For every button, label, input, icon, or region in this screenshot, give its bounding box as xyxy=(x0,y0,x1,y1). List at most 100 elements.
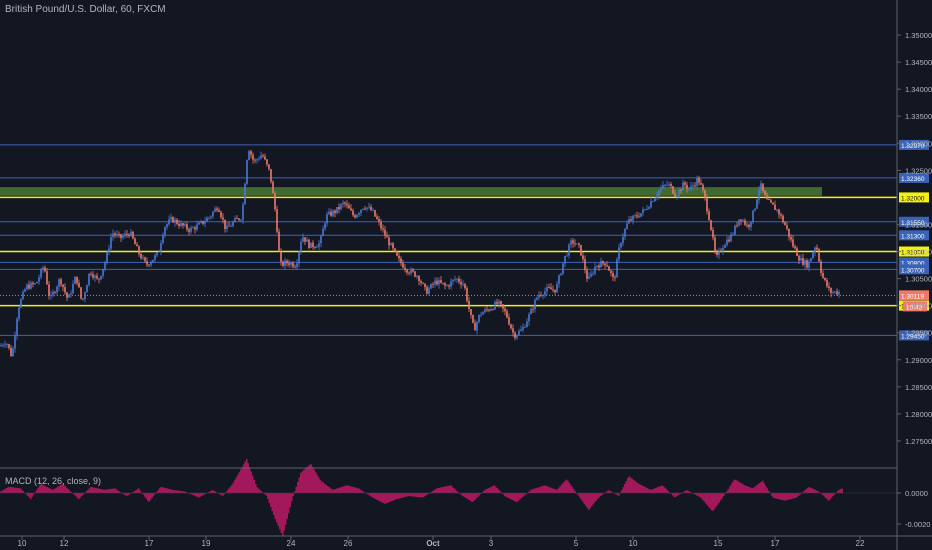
candle-body xyxy=(182,223,184,226)
macd-bar xyxy=(139,490,141,493)
macd-bar xyxy=(387,493,389,503)
macd-bar xyxy=(838,489,840,493)
candle-body xyxy=(766,195,768,200)
candle-body xyxy=(324,223,326,229)
macd-bar xyxy=(240,469,242,493)
macd-bar xyxy=(228,488,230,493)
candle-body xyxy=(270,169,272,182)
macd-bar xyxy=(208,491,210,493)
candle-body xyxy=(604,263,606,266)
macd-bar xyxy=(214,491,216,493)
macd-bar xyxy=(795,493,797,498)
candle-body xyxy=(520,329,522,332)
macd-bar xyxy=(385,493,387,504)
macd-bar xyxy=(687,490,689,493)
macd-bar xyxy=(4,488,6,493)
macd-bar xyxy=(102,489,104,493)
level-label-bg xyxy=(899,257,929,268)
macd-bar xyxy=(675,493,677,498)
candle-body xyxy=(290,262,292,265)
macd-bar xyxy=(672,493,674,496)
candle-body xyxy=(268,164,270,170)
candle-body xyxy=(148,264,150,266)
candle-body xyxy=(480,314,482,316)
macd-bar xyxy=(682,492,684,493)
macd-bar xyxy=(280,493,282,533)
macd-bar xyxy=(195,493,197,497)
candle-body xyxy=(700,182,702,185)
macd-bar xyxy=(76,493,78,498)
macd-bar xyxy=(346,485,348,493)
candle-body xyxy=(498,301,500,304)
macd-bar xyxy=(520,493,522,499)
candle-body xyxy=(640,213,642,217)
macd-bar xyxy=(585,493,587,506)
candle-body xyxy=(178,223,180,227)
macd-bar xyxy=(415,493,417,497)
macd-bar xyxy=(166,488,168,493)
time-tick-label: 19 xyxy=(202,539,211,548)
macd-bar xyxy=(85,491,87,493)
macd-bar xyxy=(475,493,477,499)
candle-body xyxy=(616,259,618,278)
candle-body xyxy=(472,315,474,323)
macd-bar xyxy=(192,493,194,495)
macd-bar xyxy=(781,493,783,501)
level-label: 1.30800 xyxy=(901,260,925,267)
macd-bar xyxy=(666,489,668,493)
candle-body xyxy=(236,218,238,219)
candle-body xyxy=(218,210,220,212)
macd-bar xyxy=(351,486,353,493)
candle-body xyxy=(810,258,812,262)
candle-body xyxy=(228,225,230,227)
macd-bar xyxy=(331,489,333,493)
macd-bar xyxy=(484,489,486,493)
macd-bar xyxy=(472,493,474,502)
candle-body xyxy=(662,185,664,189)
macd-bar xyxy=(772,493,774,498)
macd-bar xyxy=(97,488,99,493)
candle-body xyxy=(668,183,670,185)
macd-bar xyxy=(813,489,815,493)
macd-bar xyxy=(319,479,321,493)
candle-body xyxy=(426,287,428,294)
candle-body xyxy=(336,207,338,214)
candle-body xyxy=(612,273,614,277)
candle-body xyxy=(484,309,486,313)
macd-bar xyxy=(717,493,719,505)
macd-bar xyxy=(313,469,315,493)
time-tick-label: 15 xyxy=(714,539,723,548)
candle-body xyxy=(566,255,568,257)
macd-bar xyxy=(535,488,537,493)
macd-bar xyxy=(66,487,68,493)
candle-body xyxy=(692,185,694,187)
macd-bar xyxy=(511,493,513,500)
macd-bar xyxy=(558,487,560,493)
macd-bar xyxy=(157,490,159,493)
macd-bar xyxy=(534,488,536,493)
price-tick-label: 1.28000 xyxy=(905,410,932,419)
candle-body xyxy=(434,280,436,285)
candle-body xyxy=(386,235,388,238)
macd-bar xyxy=(775,493,777,499)
candle-body xyxy=(654,198,656,202)
candle-body xyxy=(684,182,686,185)
macd-bar xyxy=(163,487,165,493)
candle-body xyxy=(150,262,152,266)
macd-bar xyxy=(481,492,483,493)
macd-bar xyxy=(31,493,33,497)
macd-bar xyxy=(670,493,672,495)
time-tick-label: 5 xyxy=(574,539,579,548)
macd-bar xyxy=(753,487,755,493)
macd-bar xyxy=(586,493,588,508)
candle-body xyxy=(154,255,156,260)
macd-bar xyxy=(499,491,501,493)
candle-body xyxy=(132,231,134,239)
macd-bar xyxy=(606,491,608,493)
candle-body xyxy=(212,211,214,217)
macd-bar xyxy=(573,488,575,493)
candle-body xyxy=(724,244,726,248)
macd-bar xyxy=(178,490,180,493)
candle-body xyxy=(610,270,612,274)
